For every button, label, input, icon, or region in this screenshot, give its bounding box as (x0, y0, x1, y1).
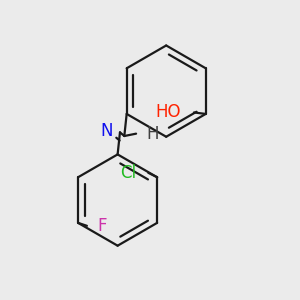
Text: F: F (97, 217, 107, 235)
Text: H: H (146, 125, 159, 143)
Text: N: N (100, 122, 112, 140)
Text: HO: HO (155, 103, 181, 122)
Text: Cl: Cl (120, 164, 136, 182)
